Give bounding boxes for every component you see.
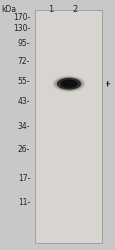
Text: 55-: 55- xyxy=(17,77,30,86)
Text: kDa: kDa xyxy=(1,6,16,15)
Bar xyxy=(34,10,101,242)
Ellipse shape xyxy=(60,80,77,88)
Ellipse shape xyxy=(54,77,83,91)
Text: 2: 2 xyxy=(72,6,77,15)
Ellipse shape xyxy=(56,78,80,90)
Text: 72-: 72- xyxy=(18,57,30,66)
Text: 1: 1 xyxy=(48,6,53,15)
Text: 95-: 95- xyxy=(17,39,30,48)
Text: 26-: 26- xyxy=(18,146,30,154)
Text: 17-: 17- xyxy=(18,174,30,183)
Text: 130-: 130- xyxy=(13,24,30,33)
Ellipse shape xyxy=(52,76,85,92)
Text: 11-: 11- xyxy=(18,198,30,207)
Text: 170-: 170- xyxy=(13,12,30,22)
Text: 34-: 34- xyxy=(17,122,30,131)
Text: 43-: 43- xyxy=(17,97,30,106)
